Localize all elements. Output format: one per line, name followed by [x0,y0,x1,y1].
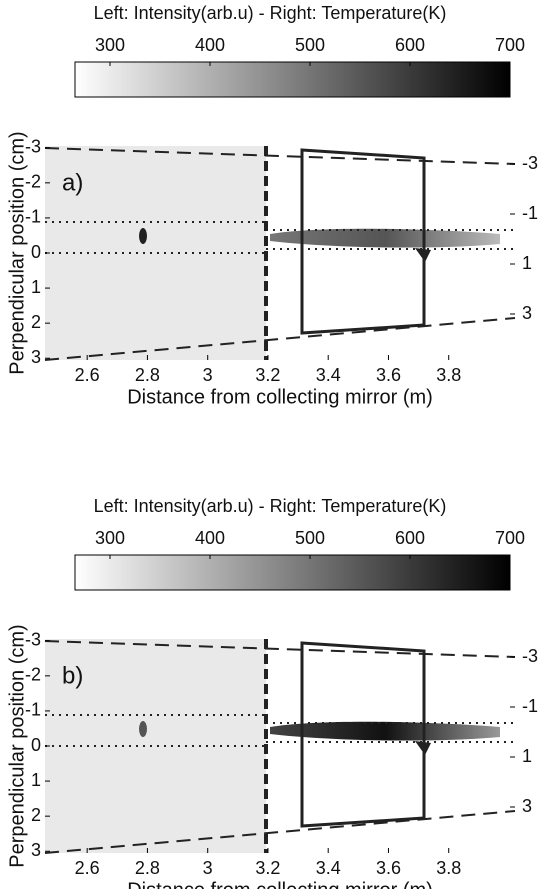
y2-tick-label: -1 [522,203,538,223]
x-tick-label: 3 [203,365,213,385]
frame [300,641,426,828]
x-axis-title: Distance from collecting mirror (m) [127,879,433,889]
colorbar-tick-label: 700 [495,528,525,548]
y2-tick-label: 3 [522,796,532,816]
colorbar-tick-label: 300 [95,35,125,55]
y-tick-label: -3 [25,137,41,157]
dashed-bottom [44,317,516,361]
x-tick-label: 3.2 [255,365,280,385]
image-right [266,146,515,360]
colorbar-tick-label: 500 [295,528,325,548]
x-tick-label: 2.6 [75,365,100,385]
y-tick-label: 2 [31,312,41,332]
colorbar-tick-label: 300 [95,528,125,548]
panel-label: b) [62,662,83,689]
x-tick-label: 3.6 [376,365,401,385]
image-right [266,639,515,853]
x-tick-label: 3.8 [436,365,461,385]
x-tick-label: 3.4 [316,858,341,878]
y2-tick-label: 1 [522,746,532,766]
colorbar-tick-label: 500 [295,35,325,55]
y-tick-label: -2 [25,172,41,192]
plume [270,228,500,248]
panel-label: a) [62,169,83,196]
y-tick-label: 3 [31,347,41,367]
x-axis-title: Distance from collecting mirror (m) [127,386,433,408]
dashed-top [44,147,516,165]
frame [300,148,426,335]
colorbar [74,554,511,591]
y-tick-label: 1 [31,277,41,297]
y-tick-label: -1 [25,700,41,720]
y2-tick-label: -1 [522,696,538,716]
x-tick-label: 3 [203,858,213,878]
colorbar-tick-label: 600 [395,528,425,548]
dashed-bottom [44,810,516,854]
colorbar-tick-label: 600 [395,35,425,55]
x-tick-label: 3.6 [376,858,401,878]
y-tick-label: 2 [31,805,41,825]
y-axis-title: Perpendicular position (cm) [6,131,28,374]
x-tick-label: 2.8 [135,858,160,878]
y-tick-label: 1 [31,770,41,790]
hot-spot [139,721,147,737]
x-tick-label: 3.8 [436,858,461,878]
y2-tick-label: -3 [522,646,538,666]
y-tick-label: -1 [25,207,41,227]
colorbar [74,61,511,98]
colorbar-title: Left: Intensity(arb.u) - Right: Temperat… [94,496,447,516]
y-tick-label: 0 [31,735,41,755]
y-tick-label: -2 [25,665,41,685]
dashed-top [44,640,516,658]
y-tick-label: -3 [25,630,41,650]
hot-spot [139,228,147,244]
y2-tick-label: 1 [522,253,532,273]
colorbar-title: Left: Intensity(arb.u) - Right: Temperat… [94,3,447,23]
x-tick-label: 3.4 [316,365,341,385]
plume [270,721,500,741]
y2-tick-label: -3 [522,153,538,173]
colorbar-tick-label: 400 [195,35,225,55]
x-tick-label: 2.8 [135,365,160,385]
y-tick-label: 0 [31,242,41,262]
y-axis-title: Perpendicular position (cm) [6,624,28,867]
y-tick-label: 3 [31,840,41,860]
colorbar-tick-label: 700 [495,35,525,55]
x-tick-label: 2.6 [75,858,100,878]
colorbar-tick-label: 400 [195,528,225,548]
y2-tick-label: 3 [522,303,532,323]
x-tick-label: 3.2 [255,858,280,878]
